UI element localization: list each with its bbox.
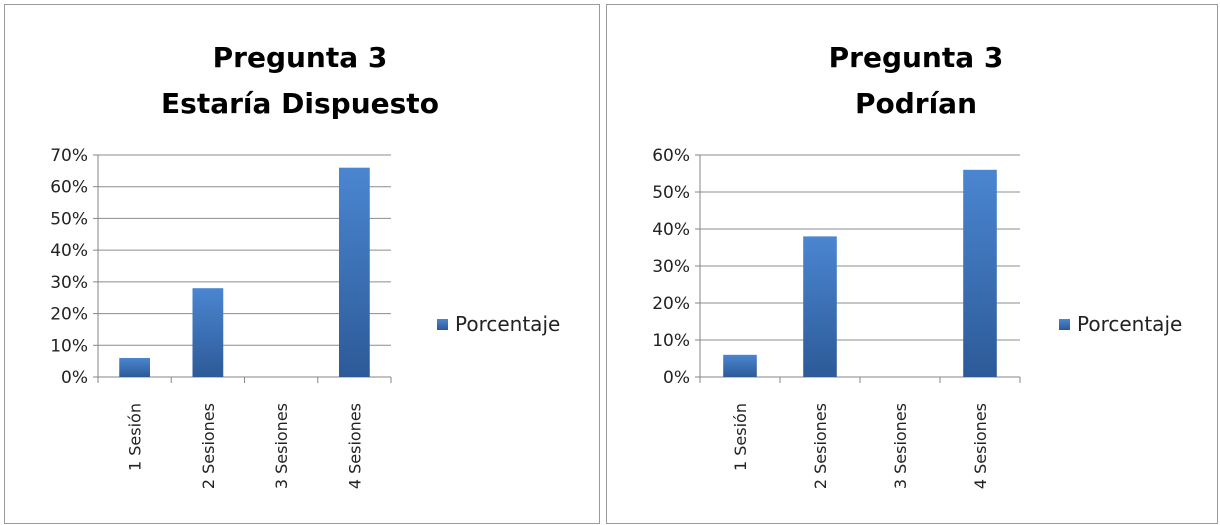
- y-tick-label: 50%: [50, 209, 88, 229]
- legend-swatch: [437, 319, 448, 330]
- x-category-label: 3 Sesiones: [272, 403, 291, 489]
- bar-chart-podrian: Pregunta 3 Podrían 0% 10% 20% 30% 40% 50% 60% 1…: [652, 41, 1182, 489]
- bar-2: [803, 236, 837, 377]
- y-tick-label: 20%: [50, 305, 88, 325]
- x-category-label: 4 Sesiones: [345, 403, 364, 489]
- bar-1: [119, 357, 151, 377]
- x-category-label: 1 Sesión: [126, 403, 145, 471]
- x-category-label: 3 Sesiones: [891, 403, 910, 489]
- bar-1: [723, 354, 757, 377]
- y-tick-label: 0%: [663, 368, 690, 388]
- legend-swatch: [1059, 319, 1070, 330]
- y-tick-label: 30%: [50, 273, 88, 293]
- y-tick-label: 50%: [652, 183, 690, 203]
- x-category-label: 4 Sesiones: [971, 403, 990, 489]
- chart-panel-podrian: Pregunta 3 Podrían 0% 10% 20% 30% 40% 50% 60% 1…: [606, 4, 1218, 524]
- legend-label: Porcentaje: [455, 312, 560, 336]
- y-tick-label: 20%: [652, 294, 690, 314]
- y-tick-label: 70%: [50, 146, 88, 166]
- chart-subtitle: Podrían: [855, 87, 977, 120]
- chart-title: Pregunta 3: [829, 41, 1004, 74]
- y-tick-label: 60%: [50, 178, 88, 198]
- y-tick-label: 40%: [50, 241, 88, 261]
- y-tick-label: 60%: [652, 146, 690, 166]
- bar-chart-estaria-dispuesto: Pregunta 3 Estaría Dispuesto 0% 10% 20% 30%…: [50, 41, 560, 489]
- x-category-label: 2 Sesiones: [811, 403, 830, 489]
- bar-4: [963, 169, 997, 377]
- chart-subtitle: Estaría Dispuesto: [161, 87, 439, 120]
- x-category-label: 1 Sesión: [731, 403, 750, 471]
- y-tick-label: 40%: [652, 220, 690, 240]
- chart-panel-estaria-dispuesto: Pregunta 3 Estaría Dispuesto 0% 10% 20% 30%…: [4, 4, 600, 524]
- legend-label: Porcentaje: [1077, 312, 1182, 336]
- y-tick-label: 0%: [61, 368, 88, 388]
- y-tick-label: 30%: [652, 257, 690, 277]
- bar-4: [338, 167, 370, 377]
- x-category-label: 2 Sesiones: [199, 403, 218, 489]
- bar-2: [192, 288, 224, 377]
- y-tick-label: 10%: [50, 336, 88, 356]
- chart-title: Pregunta 3: [213, 41, 388, 74]
- y-tick-label: 10%: [652, 331, 690, 351]
